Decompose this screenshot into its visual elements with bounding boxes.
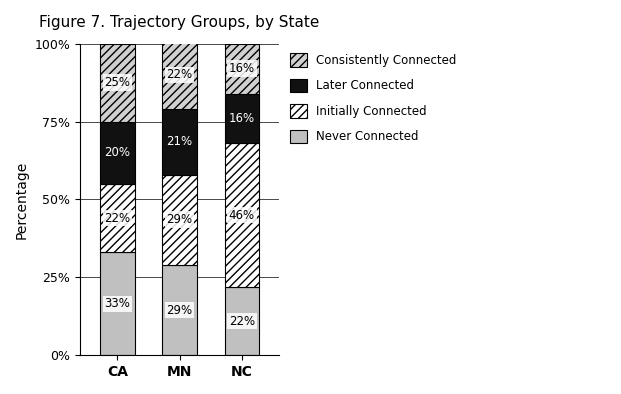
Legend: Consistently Connected, Later Connected, Initially Connected, Never Connected: Consistently Connected, Later Connected,… — [287, 50, 460, 147]
Text: 25%: 25% — [104, 76, 130, 89]
Text: 22%: 22% — [104, 212, 130, 225]
Bar — [163, 175, 197, 265]
Text: 22%: 22% — [229, 314, 255, 327]
Text: 33%: 33% — [104, 297, 130, 310]
Bar — [101, 122, 135, 184]
Bar — [163, 41, 197, 109]
Bar — [225, 143, 259, 287]
Bar — [163, 265, 197, 355]
Text: 46%: 46% — [229, 208, 255, 221]
Bar — [225, 93, 259, 143]
Text: 29%: 29% — [166, 213, 193, 226]
Text: 21%: 21% — [166, 135, 193, 148]
Text: 29%: 29% — [166, 304, 193, 317]
Text: 16%: 16% — [229, 112, 255, 125]
Title: Figure 7. Trajectory Groups, by State: Figure 7. Trajectory Groups, by State — [39, 15, 320, 30]
Bar — [101, 44, 135, 122]
Text: 20%: 20% — [104, 146, 130, 159]
Bar — [163, 109, 197, 175]
Bar — [101, 184, 135, 253]
Bar — [225, 44, 259, 93]
Text: 22%: 22% — [166, 68, 193, 81]
Text: 16%: 16% — [229, 62, 255, 75]
Bar — [101, 253, 135, 355]
Y-axis label: Percentage: Percentage — [15, 160, 29, 239]
Bar — [225, 287, 259, 355]
